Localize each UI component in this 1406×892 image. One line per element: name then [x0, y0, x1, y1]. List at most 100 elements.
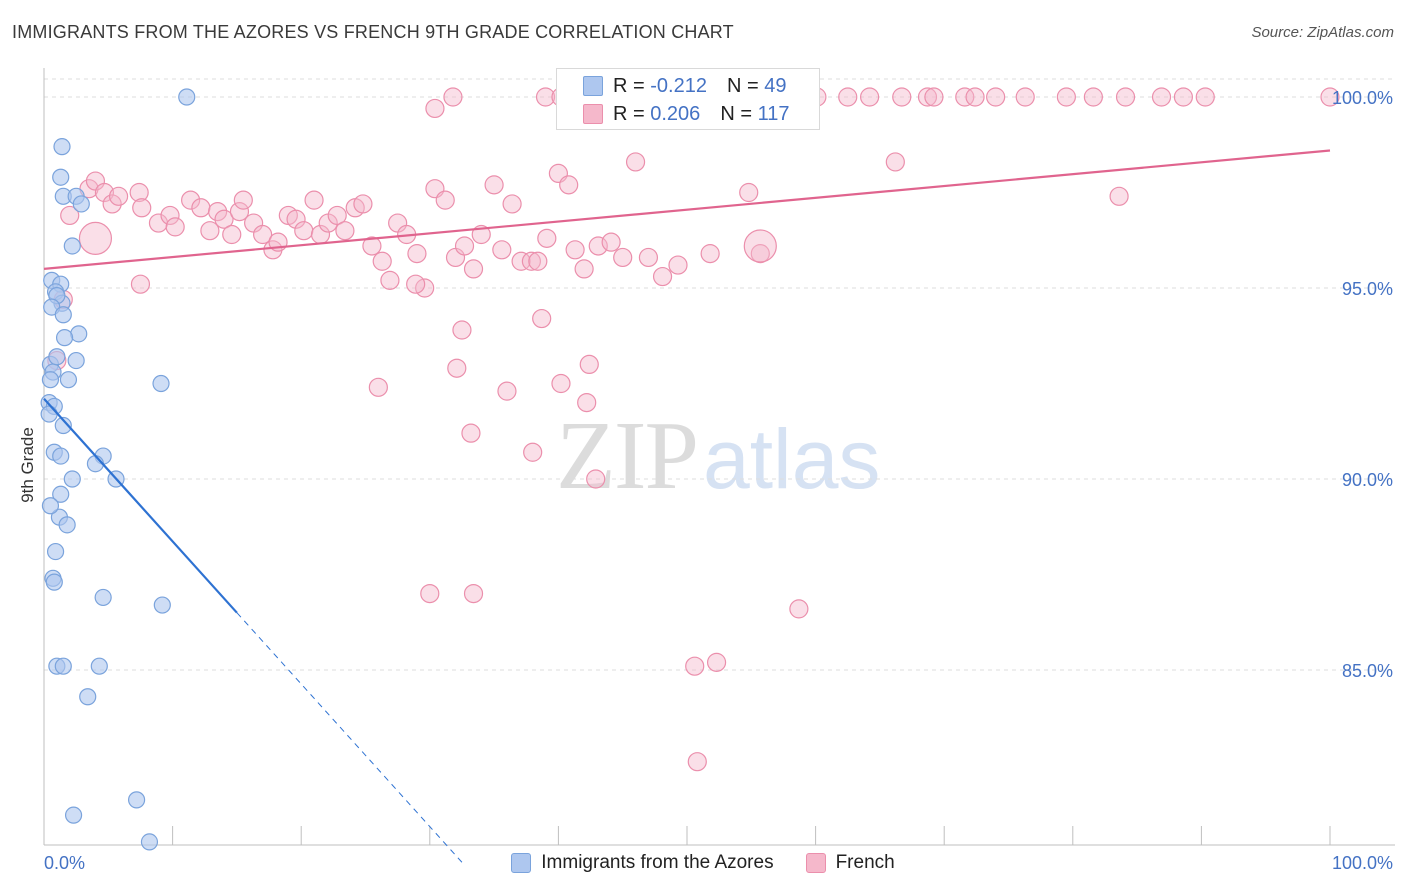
azores-point: [178, 88, 196, 106]
french-point: [565, 240, 585, 260]
n-label: N =: [726, 74, 759, 97]
french-point: [955, 87, 975, 107]
french-point: [497, 381, 517, 401]
azores-point: [86, 455, 105, 473]
french-point: [700, 244, 720, 264]
french-point: [60, 205, 80, 226]
french-point: [102, 194, 122, 214]
french-point: [743, 229, 777, 263]
french-point: [447, 358, 467, 378]
azores-point: [127, 791, 146, 809]
french-point: [750, 244, 770, 264]
french-point: [638, 247, 659, 268]
french-point: [108, 186, 129, 206]
french-swatch: [583, 104, 603, 124]
french-point: [965, 87, 985, 107]
x-tick-label: 100.0%: [1332, 853, 1393, 873]
french-point: [687, 752, 707, 772]
french-point: [586, 469, 606, 489]
azores-point: [54, 416, 72, 435]
azores-point: [63, 470, 81, 488]
azores-point: [45, 573, 63, 591]
series-legend: Immigrants from the Azores French: [0, 852, 1406, 874]
correlation-legend: R = -0.212 N = 49 R = 0.206 N = 117: [556, 68, 820, 130]
french-point: [368, 377, 388, 397]
french-point: [304, 190, 324, 210]
french-point: [214, 209, 234, 229]
french-point: [380, 270, 400, 290]
french-point: [327, 205, 347, 226]
r-label: R =: [613, 74, 645, 97]
french-point: [739, 182, 759, 203]
french-point: [484, 175, 504, 195]
azores-legend-swatch: [511, 853, 532, 873]
axes: [43, 68, 1395, 846]
french-point: [1056, 87, 1076, 107]
french-point: [521, 251, 541, 271]
french-point: [924, 87, 944, 107]
french-point: [625, 152, 646, 172]
azores-point: [152, 374, 170, 393]
azores-point: [52, 485, 70, 503]
french-point: [406, 274, 426, 294]
azores-point: [64, 806, 83, 824]
french-point: [1083, 87, 1103, 107]
french-point: [1151, 87, 1172, 107]
french-point: [885, 152, 905, 172]
french-point: [130, 274, 151, 294]
french-point: [129, 182, 149, 203]
azores-point: [41, 497, 60, 515]
french-point: [1109, 186, 1129, 206]
french-point: [986, 87, 1006, 107]
azores-points: [40, 88, 196, 851]
french-legend-swatch: [805, 853, 826, 873]
azores-trend-line: [43, 398, 238, 614]
french-point: [335, 221, 355, 241]
azores-trend-extension: [236, 612, 463, 863]
azores-point: [53, 138, 71, 156]
chart-title: IMMIGRANTS FROM THE AZORES VS FRENCH 9TH…: [12, 22, 734, 42]
french-point: [532, 308, 552, 329]
azores-point: [140, 833, 159, 851]
french-point: [463, 583, 484, 604]
french-point: [860, 87, 880, 107]
french-point: [588, 236, 608, 256]
french-point: [78, 221, 113, 255]
y-tick-label: 90.0%: [1342, 470, 1393, 490]
azores-point: [79, 688, 97, 706]
french-point: [1173, 87, 1193, 107]
french-point: [528, 251, 548, 271]
azores-point: [70, 325, 88, 343]
french-point: [523, 442, 543, 462]
french-point: [1320, 87, 1340, 107]
french-point: [165, 217, 185, 237]
y-axis-label: 9th Grade: [18, 427, 37, 503]
r-value: -0.212: [650, 74, 707, 97]
french-point: [132, 198, 152, 218]
n-label: N =: [720, 102, 752, 125]
french-point: [372, 251, 392, 271]
azores-point: [72, 195, 90, 213]
french-point: [917, 87, 938, 107]
legend-label: Immigrants from the Azores: [541, 852, 774, 873]
azores-point: [67, 351, 85, 370]
french-point: [601, 232, 621, 252]
french-point: [229, 202, 250, 222]
french-point: [551, 373, 571, 394]
french-point: [789, 599, 809, 619]
azores-point: [58, 516, 76, 534]
source-credit: Source: ZipAtlas.com: [1251, 24, 1394, 41]
french-point: [574, 259, 594, 279]
legend-row-french: R = 0.206 N = 117: [583, 101, 789, 127]
gridlines: [44, 78, 1395, 671]
n-value: 49: [764, 74, 787, 97]
n-value: 117: [757, 102, 790, 125]
french-point: [463, 259, 484, 279]
french-point: [685, 656, 705, 676]
french-point: [577, 393, 597, 413]
french-point: [208, 202, 228, 222]
french-point: [353, 194, 373, 214]
french-point: [160, 205, 180, 226]
french-point: [420, 583, 440, 604]
